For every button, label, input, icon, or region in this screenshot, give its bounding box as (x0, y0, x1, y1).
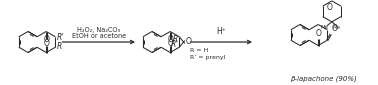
Text: O: O (43, 40, 49, 49)
Text: R = H: R = H (190, 48, 208, 53)
Text: EtOH or acetone: EtOH or acetone (72, 33, 126, 39)
Text: H₂O₂, Na₂CO₃: H₂O₂, Na₂CO₃ (77, 27, 121, 33)
Text: R’ = prenyl: R’ = prenyl (190, 55, 225, 60)
Text: O: O (167, 36, 173, 45)
Text: Me: Me (321, 25, 329, 30)
Text: O: O (327, 3, 333, 12)
Text: O: O (43, 36, 49, 45)
Text: R: R (173, 35, 178, 44)
Text: β-lapachone (90%): β-lapachone (90%) (290, 75, 356, 82)
Text: O: O (167, 40, 173, 49)
Text: R': R' (171, 40, 178, 49)
Text: O: O (315, 28, 321, 37)
Text: Me: Me (333, 25, 341, 30)
Text: O: O (332, 24, 338, 33)
Text: R: R (57, 42, 62, 51)
Text: O: O (186, 37, 192, 46)
Text: R': R' (57, 33, 65, 42)
Text: H⁺: H⁺ (217, 27, 226, 36)
